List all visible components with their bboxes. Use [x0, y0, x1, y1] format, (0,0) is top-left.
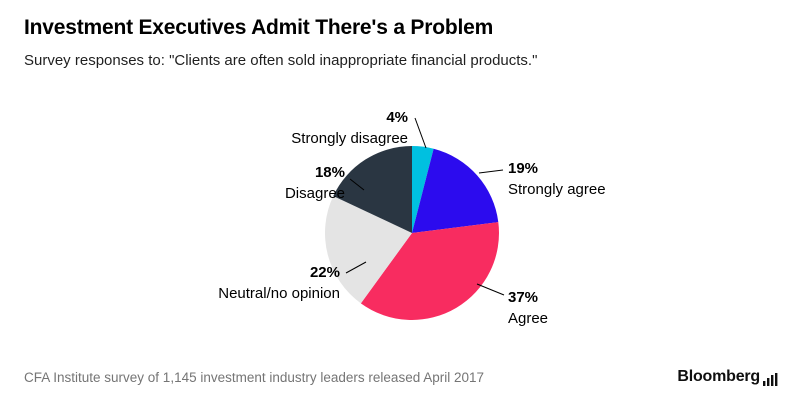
bloomberg-logo: Bloomberg [677, 368, 778, 386]
callout-line [414, 117, 427, 149]
pie-slice-disagree [333, 146, 412, 233]
chart-footer: CFA Institute survey of 1,145 investment… [24, 368, 778, 386]
callout-disagree: 18% Disagree [285, 164, 365, 202]
callout-line [349, 178, 365, 191]
bloomberg-wordmark: Bloomberg [677, 368, 760, 385]
callout-label: Strongly agree [508, 181, 606, 198]
callout-percent: 4% [386, 109, 408, 126]
callout-strongly-agree: 19% Strongly agree [478, 160, 606, 198]
source-note: CFA Institute survey of 1,145 investment… [24, 369, 485, 385]
callout-line [476, 283, 505, 296]
pie-slice-agree [360, 222, 499, 320]
callout-label: Disagree [285, 185, 345, 202]
chart-subtitle: Survey responses to: "Clients are often … [24, 52, 538, 69]
callout-label: Agree [508, 310, 548, 327]
callout-agree: 37% Agree [476, 283, 548, 327]
pie-slice-strongly-disagree [412, 146, 434, 233]
pie-slice-neutral-no-opinion [325, 195, 412, 304]
callout-label: Strongly disagree [291, 130, 408, 147]
callout-percent: 19% [508, 160, 538, 177]
pie-chart: 4% Strongly disagree 19% Strongly agree 37% A… [218, 109, 606, 327]
callout-percent: 22% [310, 264, 340, 281]
callout-neutral-no-opinion: 22% Neutral/no opinion [218, 261, 367, 302]
callout-line [478, 169, 504, 174]
chart-title: Investment Executives Admit There's a Pr… [24, 16, 494, 39]
callout-percent: 37% [508, 289, 538, 306]
callout-line [345, 261, 367, 274]
callout-label: Neutral/no opinion [218, 285, 340, 302]
callout-strongly-disagree: 4% Strongly disagree [291, 109, 427, 149]
callout-percent: 18% [315, 164, 345, 181]
bloomberg-bars-icon [763, 373, 778, 386]
pie-slice-strongly-agree [412, 148, 499, 233]
